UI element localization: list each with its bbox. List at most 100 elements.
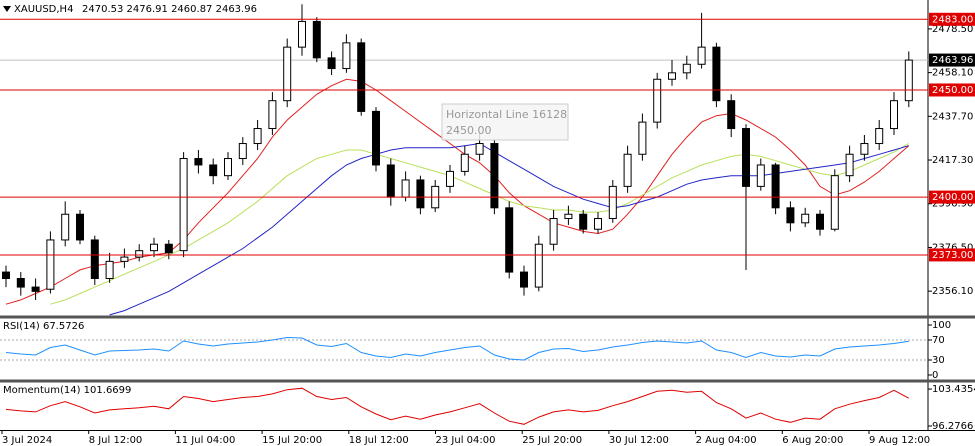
candle-body (61, 213, 70, 241)
candle-body (401, 179, 410, 198)
candle-body (564, 213, 573, 220)
y-tick-label: 2437.70 (932, 111, 973, 122)
candle-body (830, 175, 839, 230)
candle-body (712, 46, 721, 102)
indicator-title: Momentum(14) 101.6699 (3, 385, 131, 396)
candle-body (608, 185, 617, 220)
last-price-box (929, 53, 975, 67)
y-tick-label: 2417.30 (932, 155, 973, 166)
candle-body (105, 260, 114, 280)
candle-body (727, 100, 736, 130)
candle-body (816, 213, 824, 230)
price-label-box (929, 83, 975, 97)
time-label: 30 Jul 12:00 (609, 435, 669, 446)
candle-body (253, 128, 262, 145)
candle-body (120, 256, 129, 262)
y-tick-label: 103.4354 (932, 384, 975, 395)
candle-body (875, 128, 884, 145)
time-label: 9 Aug 12:00 (869, 435, 930, 446)
candle-body (90, 239, 99, 280)
y-tick-label: 2376.50 (932, 242, 973, 253)
candle-body (135, 250, 144, 258)
candle-body (801, 213, 810, 224)
candle-body (845, 153, 854, 177)
candle-body (283, 46, 292, 102)
candle-body (638, 121, 647, 155)
last-price-label: 2463.96 (932, 55, 973, 66)
candle-body (312, 20, 321, 59)
candle-body (194, 158, 203, 166)
time-label: 25 Jul 20:00 (522, 435, 582, 446)
candle-body (460, 153, 469, 172)
candle-body (31, 286, 40, 292)
time-label: 2 Aug 04:00 (696, 435, 757, 446)
candle-body (771, 164, 780, 209)
y-tick-label: 2458.10 (932, 68, 973, 79)
candle-body (682, 63, 691, 74)
price-label: 2450.00 (932, 85, 973, 96)
candle-body (786, 207, 795, 224)
time-label: 11 Jul 04:00 (175, 435, 235, 446)
moving-average (50, 143, 910, 305)
candle-body (179, 158, 188, 252)
candle-body (386, 164, 395, 198)
candle-body (2, 271, 10, 280)
candle-body (860, 143, 869, 155)
pane-separator (0, 379, 975, 383)
candle-body (357, 42, 366, 112)
collapse-arrow[interactable] (3, 6, 11, 12)
y-tick-label: 2478.50 (932, 24, 973, 35)
candle-body (623, 153, 632, 187)
y-tick-label: 96.2766 (932, 421, 973, 432)
candle-body (76, 213, 84, 241)
indicator-title: RSI(14) 67.5726 (3, 321, 84, 332)
candle-body (756, 164, 765, 187)
tooltip-title: Horizontal Line 16128 (446, 108, 567, 121)
candle-body (594, 218, 602, 230)
ohlc-text: 2470.53 2476.91 2460.87 2463.96 (82, 4, 257, 15)
time-label: 23 Jul 04:00 (436, 435, 496, 446)
candle-body (505, 207, 514, 273)
candle-body (150, 243, 158, 252)
price-label-box (929, 248, 975, 262)
price-label-box (929, 190, 975, 204)
candle-body (534, 243, 543, 288)
y-tick-label: 2356.10 (932, 286, 973, 297)
candle-body (520, 271, 528, 288)
y-tick-label: 30 (932, 355, 945, 366)
candle-body (904, 59, 913, 102)
candle-body (164, 243, 173, 254)
candle-body (742, 128, 750, 187)
candle-body (16, 278, 25, 288)
time-label: 3 Jul 2024 (2, 435, 52, 446)
candle-body (224, 158, 232, 177)
pane-separator (0, 315, 975, 319)
tooltip-box (441, 103, 569, 141)
candle-body (209, 164, 218, 177)
tooltip-value: 2450.00 (446, 124, 492, 137)
candle-body (416, 179, 425, 209)
y-tick-label: 0 (932, 370, 938, 381)
candle-body (446, 170, 454, 187)
time-label: 15 Jul 20:00 (262, 435, 322, 446)
candle-body (298, 20, 306, 48)
candle-body (268, 100, 277, 130)
symbol-title: XAUUSD,H4 (14, 4, 73, 15)
indicator-line (5, 387, 910, 425)
candle-body (579, 213, 588, 230)
candle-body (238, 143, 247, 160)
candle-body (327, 57, 336, 70)
indicator-line (5, 336, 909, 361)
price-label: 2400.00 (932, 192, 973, 203)
y-tick-label: 100 (932, 320, 951, 331)
y-tick-label: 70 (932, 335, 945, 346)
time-label: 18 Jul 12:00 (349, 435, 409, 446)
candle-body (697, 46, 706, 65)
price-label-box (929, 12, 975, 26)
candle-body (890, 100, 898, 130)
candle-body (549, 218, 558, 245)
time-label: 8 Jul 12:00 (89, 435, 143, 446)
